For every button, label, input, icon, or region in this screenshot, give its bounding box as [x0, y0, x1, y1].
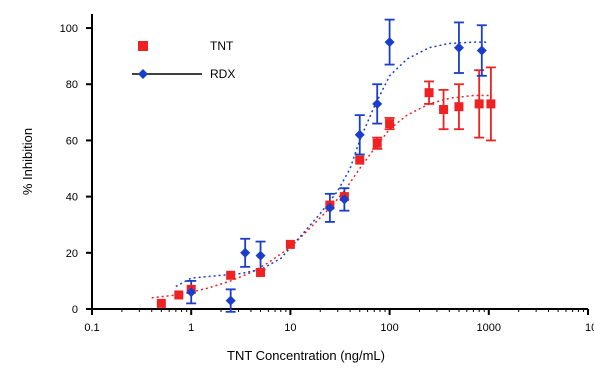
tnt-point — [424, 88, 434, 98]
x-tick-label: 1000 — [477, 322, 501, 334]
tnt-point — [474, 99, 484, 109]
x-tick-label: 100 — [380, 322, 398, 334]
y-tick-label: 20 — [66, 248, 78, 260]
x-axis-ticks: 0.1 1 10 100 1000 10 — [84, 309, 594, 334]
rdx-point — [324, 202, 335, 213]
tnt-point — [156, 298, 166, 308]
rdx-point — [372, 98, 383, 109]
x-tick-label: 10 — [284, 322, 296, 334]
plot-area: 0 20 40 60 80 100 0.1 1 10 100 1000 10 — [60, 14, 594, 334]
rdx-point — [339, 194, 350, 205]
rdx-point — [240, 247, 251, 258]
y-axis-title: % Inhibition — [20, 128, 35, 195]
tnt-point — [486, 99, 496, 109]
y-tick-label: 0 — [72, 304, 78, 316]
legend-rdx-label: RDX — [210, 67, 235, 81]
tnt-point — [454, 102, 464, 112]
tnt-point — [285, 239, 295, 249]
tnt-point — [355, 155, 365, 165]
tnt-point — [174, 290, 184, 300]
tnt-point — [385, 119, 395, 129]
x-tick-label: 0.1 — [84, 322, 99, 334]
tnt-point — [372, 138, 382, 148]
legend-entry-tnt: TNT — [138, 39, 234, 53]
x-tick-label: 10 — [585, 322, 594, 334]
fit-curves — [151, 41, 489, 299]
legend-tnt-marker — [138, 41, 148, 51]
error-bars — [186, 18, 496, 313]
y-tick-label: 40 — [66, 192, 78, 204]
legend-entry-rdx: RDX — [132, 67, 235, 81]
x-tick-label: 1 — [188, 322, 194, 334]
rdx-point — [384, 37, 395, 48]
tnt-fit-curve — [151, 94, 489, 299]
rdx-point — [453, 42, 464, 53]
y-tick-label: 100 — [60, 23, 78, 35]
rdx-point — [225, 295, 236, 306]
rdx-point — [354, 129, 365, 140]
tnt-point — [439, 105, 449, 115]
data-markers — [156, 37, 496, 308]
rdx-point — [255, 250, 266, 261]
legend: TNT RDX — [132, 39, 235, 81]
legend-rdx-marker — [138, 69, 148, 79]
y-axis-ticks: 0 20 40 60 80 100 — [60, 23, 92, 316]
rdx-fit-curve — [175, 41, 489, 288]
rdx-point — [476, 45, 487, 56]
legend-tnt-label: TNT — [210, 39, 234, 53]
y-tick-label: 80 — [66, 79, 78, 91]
rdx-point — [186, 287, 197, 298]
tnt-point — [226, 270, 236, 280]
x-axis-title: TNT Concentration (ng/mL) — [227, 348, 385, 363]
tnt-point — [256, 267, 266, 277]
y-tick-label: 60 — [66, 135, 78, 147]
